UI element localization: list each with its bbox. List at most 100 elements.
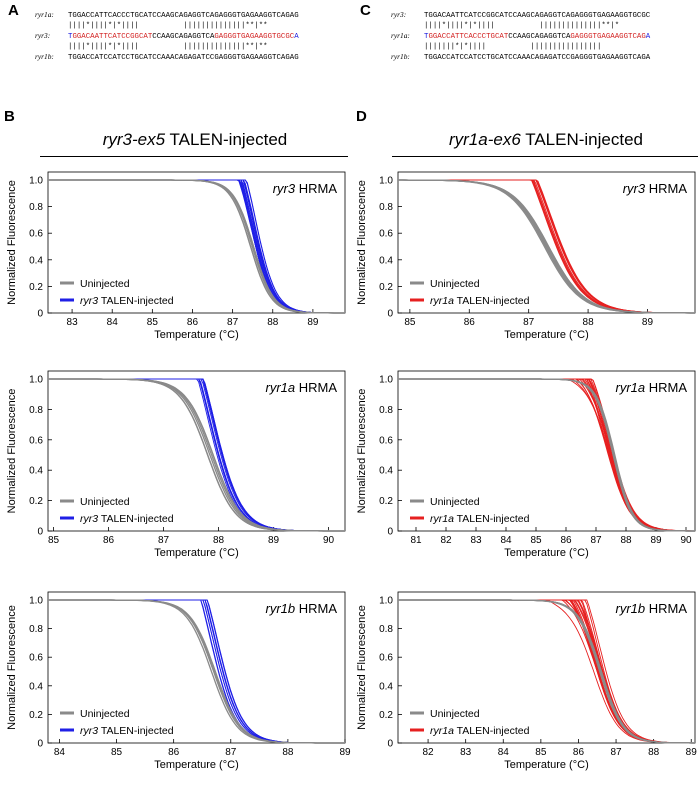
treated-curve [398, 378, 695, 532]
legend-gene: ryr3 [80, 295, 98, 307]
x-tick-label: 85 [147, 317, 159, 328]
alignment-row-label: ryr1a: [391, 31, 410, 40]
panel-letter-d: D [356, 108, 367, 125]
y-tick-label: 1.0 [29, 176, 43, 187]
treated-curve [398, 378, 695, 532]
uninjected-curve [48, 378, 345, 532]
treated-curve [398, 378, 695, 532]
y-axis-label: Normalized Fluorescence [356, 389, 368, 514]
y-tick-label: 0 [387, 527, 393, 538]
y-axis-label: Normalized Fluorescence [356, 180, 368, 305]
alignment-sequence-segment: CCAAGCAGAGGTCA [508, 33, 571, 41]
treated-curve [48, 378, 345, 532]
x-tick-label: 85 [530, 535, 542, 546]
x-axis-label: Temperature (°C) [154, 759, 238, 771]
uninjected-curve [48, 599, 345, 744]
alignment-sequence-segment: GAGGGTGAGAAGGTCAG [570, 33, 646, 41]
treated-curve [398, 378, 695, 532]
alignment-sequence-segment: T [68, 33, 73, 41]
treated-curve [48, 378, 345, 532]
y-tick-label: 0.8 [379, 202, 393, 213]
x-tick-label: 85 [404, 317, 416, 328]
y-tick-label: 0.2 [29, 710, 43, 721]
chart-5: 81 82 83 84 85 86 87 88 89 90 0 0.2 0.4 0.6 0.8 1.0 Temp… [356, 370, 696, 559]
legend-rest: TALEN-injected [454, 725, 530, 737]
x-tick-label: 84 [54, 747, 66, 758]
header-right-rule [392, 156, 698, 157]
header-right-gene: ryr1a-ex6 [448, 130, 521, 149]
treated-curve [48, 599, 345, 744]
y-tick-label: 0.6 [379, 229, 393, 240]
treated-curve [48, 378, 345, 532]
header-left: ryr3-ex5 TALEN-injected [40, 130, 350, 150]
x-tick-label: 89 [307, 317, 319, 328]
treated-curve [48, 179, 345, 314]
y-axis-label: Normalized Fluorescence [356, 605, 368, 730]
y-tick-label: 0 [37, 739, 43, 750]
alignment-row-label: ryr3: [391, 10, 407, 19]
legend-rest: TALEN-injected [98, 295, 174, 307]
chart-title-gene: ryr1a [615, 380, 645, 395]
legend-entry: Uninjected [430, 496, 480, 508]
legend-gene: ryr3 [80, 513, 98, 525]
y-tick-label: 0.4 [29, 466, 43, 477]
treated-curve [398, 599, 695, 744]
treated-curve [398, 599, 695, 744]
legend-gene: ryr3 [80, 725, 98, 737]
alignment-sequence-segment: GGACAATTCATCCGGCAT [72, 33, 153, 41]
treated-curve [398, 378, 695, 532]
chart-1: 83 84 85 86 87 88 89 0 0.2 0.4 0.6 0.8 1.0 Temperatur… [6, 171, 346, 341]
treated-curve [48, 599, 345, 744]
treated-curve [398, 599, 695, 744]
uninjected-curve [398, 378, 695, 532]
treated-curve [398, 599, 695, 744]
chart-title-rest: HRMA [295, 181, 337, 196]
x-tick-label: 86 [168, 747, 180, 758]
uninjected-curve [48, 378, 345, 532]
uninjected-curve [48, 179, 345, 314]
alignment-marks: |||||||*|*|||| |||||||||||||||| [424, 42, 602, 51]
legend-entry: Uninjected [80, 496, 130, 508]
treated-curve [48, 378, 345, 532]
treated-curve [398, 378, 695, 532]
y-tick-label: 0 [37, 309, 43, 320]
y-tick-label: 0.8 [29, 202, 43, 213]
alignment-sequence-segment: A [294, 33, 299, 41]
uninjected-curve [398, 179, 695, 314]
y-tick-label: 0.8 [379, 624, 393, 635]
y-axis-label: Normalized Fluorescence [6, 180, 18, 305]
treated-curve [398, 599, 696, 744]
chart-title-rest: HRMA [295, 380, 337, 395]
x-tick-label: 86 [103, 535, 115, 546]
treated-curve [398, 599, 695, 744]
legend-entry: ryr1a TALEN-injected [430, 295, 530, 307]
treated-curve [48, 599, 345, 744]
x-tick-label: 89 [642, 317, 654, 328]
chart-title: ryr1b HRMA [265, 601, 337, 616]
chart-title-rest: HRMA [645, 380, 687, 395]
x-tick-label: 88 [282, 747, 294, 758]
header-left-gene: ryr3-ex5 [102, 130, 166, 149]
x-tick-label: 88 [620, 535, 632, 546]
chart-title-gene: ryr1b [615, 601, 645, 616]
treated-curve [398, 599, 695, 744]
chart-3: 84 85 86 87 88 89 0 0.2 0.4 0.6 0.8 1.0 Temperature … [6, 591, 351, 771]
y-tick-label: 0.6 [379, 653, 393, 664]
treated-curve [398, 378, 695, 532]
alignment-row: ryr1b: TGGACCATCCATCCTGCATCCAAACAGAGATCCG… [35, 52, 299, 64]
alignment-row: ryr1b: TGGACCATCCATCCTGCATCCAAACAGAGATCCG… [391, 52, 650, 64]
x-tick-label: 90 [323, 535, 335, 546]
x-tick-label: 89 [268, 535, 280, 546]
y-tick-label: 0.2 [379, 282, 393, 293]
treated-curve [398, 599, 695, 744]
legend-entry: Uninjected [80, 708, 130, 720]
y-tick-label: 0 [387, 739, 393, 750]
x-axis-label: Temperature (°C) [154, 329, 238, 341]
uninjected-curve [48, 378, 345, 532]
x-tick-label: 87 [158, 535, 170, 546]
x-tick-label: 86 [560, 535, 572, 546]
treated-curve [48, 179, 345, 314]
treated-curve [48, 179, 345, 314]
chart-title-gene: ryr1b [265, 601, 295, 616]
y-tick-label: 0.6 [379, 435, 393, 446]
